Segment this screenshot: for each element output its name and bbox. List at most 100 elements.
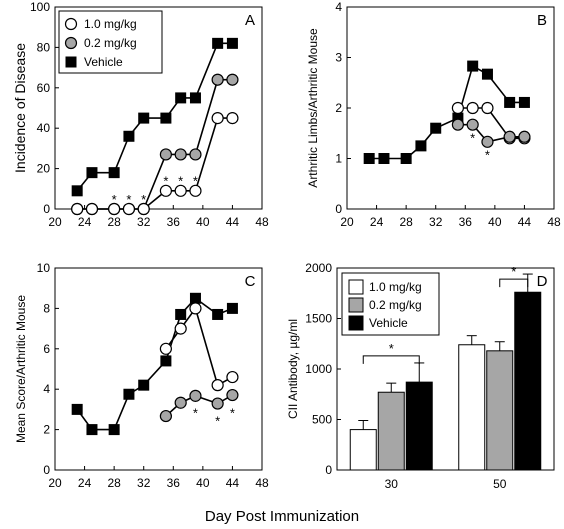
data-point-vehicle: [212, 308, 224, 320]
data-point-1-0-mg-kg: [189, 302, 202, 315]
data-point-vehicle: [71, 185, 83, 197]
data-point-vehicle: [226, 37, 238, 49]
data-point-1-0-mg-kg: [108, 202, 121, 216]
y-tick-label: 4: [335, 0, 342, 14]
data-point-vehicle: [160, 112, 172, 124]
x-tick-label: 44: [518, 215, 532, 229]
y-tick-label: 2: [43, 423, 50, 437]
data-point-1-0-mg-kg: [122, 202, 136, 216]
x-tick-label: 28: [107, 215, 121, 229]
x-tick-label: 28: [107, 476, 121, 490]
chart-panel-D: 0 500 1000 1500 2000 CII Antibody, µg/ml D 30 50…: [286, 261, 555, 491]
x-tick-label: 20: [48, 215, 62, 229]
y-tick-label: 60: [37, 81, 51, 95]
x-tick-label: 40: [488, 215, 502, 229]
data-point-1-0-mg-kg: [189, 184, 202, 197]
legend-swatch: [348, 315, 364, 331]
x-tick-label: 36: [167, 215, 181, 229]
data-point-1-0-mg-kg: [211, 111, 224, 125]
x-tick-label: 32: [429, 215, 443, 229]
x-category-label: 50: [493, 477, 507, 491]
data-point-vehicle: [108, 424, 120, 436]
y-tick-label: 80: [37, 40, 51, 54]
data-point-vehicle: [175, 92, 187, 104]
x-category-label: 30: [385, 477, 399, 491]
significance-star: *: [511, 264, 516, 279]
x-tick-label: 48: [255, 476, 269, 490]
significance-star: *: [389, 341, 394, 356]
panel-label-A: A: [245, 12, 255, 29]
x-tick-label: 48: [255, 215, 269, 229]
data-point-vehicle: [175, 308, 187, 320]
series-line-vehicle: [76, 297, 233, 431]
significance-star: *: [163, 174, 168, 189]
y-axis-label: Arthritic Limbs/Arthritic Mouse: [306, 28, 320, 188]
data-point-vehicle: [481, 68, 493, 80]
legend-label: 1.0 mg/kg: [369, 280, 422, 294]
significance-star: *: [126, 192, 131, 207]
chart-panel-B: 0 1 2 3 4 20 24 28 32 36 40 44 48 Arthritic Limbs/Art…: [306, 0, 561, 229]
legend-marker: [64, 36, 78, 50]
panel-label-B: B: [537, 12, 547, 29]
x-tick-label: 48: [547, 215, 561, 229]
legend-label: 0.2 mg/kg: [84, 36, 137, 50]
significance-star: *: [193, 174, 198, 189]
data-point-vehicle: [123, 130, 135, 142]
data-point-vehicle: [430, 122, 442, 134]
x-tick-label: 28: [399, 215, 413, 229]
x-tick-label: 20: [48, 476, 62, 490]
data-point-vehicle: [138, 112, 150, 124]
data-point-vehicle: [400, 153, 412, 164]
x-tick-label: 24: [78, 476, 92, 490]
x-tick-label: 20: [340, 215, 354, 229]
y-axis-label: Incidence of Disease: [12, 43, 28, 173]
data-point-0-2-mg-kg: [189, 389, 202, 402]
data-point-1-0-mg-kg: [71, 202, 84, 216]
data-point-vehicle: [86, 167, 98, 179]
data-point-0-2-mg-kg: [466, 118, 479, 131]
x-tick-label: 32: [137, 215, 151, 229]
data-point-1-0-mg-kg: [174, 184, 187, 197]
data-point-vehicle: [415, 140, 427, 152]
significance-star: *: [193, 405, 198, 420]
y-tick-label: 1500: [305, 312, 332, 326]
common-x-axis-label: Day Post Immunization: [204, 508, 360, 525]
plot-frame: [346, 6, 555, 210]
data-point-vehicle: [189, 92, 201, 104]
plot-frame: [54, 6, 263, 210]
data-point-vehicle: [363, 153, 375, 164]
significance-star: *: [230, 405, 235, 420]
data-point-vehicle: [212, 37, 224, 49]
legend-swatch: [348, 297, 364, 313]
y-tick-label: 2: [335, 101, 342, 115]
data-point-0-2-mg-kg: [189, 148, 202, 161]
y-tick-label: 1000: [305, 362, 332, 376]
legend-label: Vehicle: [84, 55, 123, 69]
data-point-0-2-mg-kg: [211, 397, 224, 410]
y-tick-label: 2000: [305, 261, 332, 275]
x-tick-label: 24: [370, 215, 384, 229]
y-tick-label: 8: [43, 301, 50, 315]
data-point-1-0-mg-kg: [481, 101, 494, 115]
y-tick-label: 20: [37, 162, 51, 176]
x-tick-label: 24: [78, 215, 92, 229]
plot-frame: [54, 267, 263, 471]
data-point-0-2-mg-kg: [174, 148, 187, 161]
y-tick-label: 0: [43, 202, 50, 216]
data-point-vehicle: [138, 379, 150, 391]
y-tick-label: 3: [335, 51, 342, 65]
comparison-bracket: [499, 278, 529, 288]
data-point-vehicle: [226, 302, 238, 314]
significance-star: *: [215, 414, 220, 429]
data-point-1-0-mg-kg: [174, 322, 187, 335]
significance-star: *: [178, 174, 183, 189]
significance-star: *: [112, 192, 117, 207]
bar-vehicle: [514, 291, 542, 471]
legend-swatch: [348, 279, 364, 295]
data-point-0-2-mg-kg: [451, 118, 464, 131]
x-tick-label: 44: [226, 476, 240, 490]
data-point-1-0-mg-kg: [85, 202, 99, 216]
data-point-vehicle: [108, 167, 120, 179]
data-point-vehicle: [378, 153, 390, 164]
